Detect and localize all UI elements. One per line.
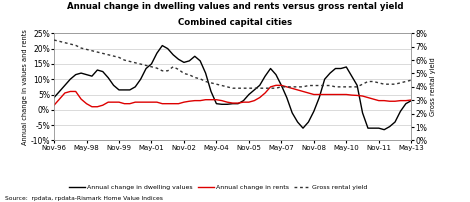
Legend: Annual change in dwelling values, Annual change in rents, Gross rental yield: Annual change in dwelling values, Annual… — [67, 183, 370, 193]
Y-axis label: Gross rental yield: Gross rental yield — [430, 58, 436, 116]
Text: Combined capital cities: Combined capital cities — [178, 18, 292, 27]
Y-axis label: Annual change in values and rents: Annual change in values and rents — [22, 29, 28, 145]
Text: Source:  rpdata, rpdata-Rismark Home Value Indices: Source: rpdata, rpdata-Rismark Home Valu… — [5, 196, 163, 201]
Text: Annual change in dwelling values and rents versus gross rental yield: Annual change in dwelling values and ren… — [67, 2, 403, 11]
